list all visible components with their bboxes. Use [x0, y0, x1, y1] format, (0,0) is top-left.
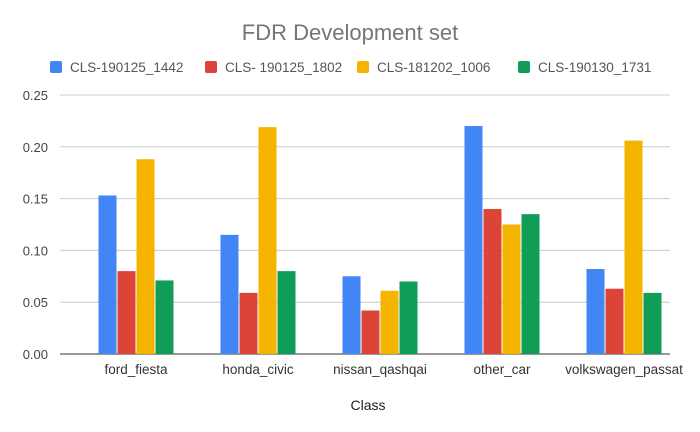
- bar-honda_civic-1: [239, 292, 258, 354]
- bar-other_car-2: [502, 224, 521, 354]
- y-tick-label: 0.10: [23, 243, 48, 258]
- bar-other_car-0: [464, 126, 483, 354]
- bar-other_car-3: [521, 214, 540, 354]
- legend-label: CLS-190130_1731: [538, 60, 651, 75]
- y-tick-label: 0.05: [23, 295, 48, 310]
- bar-honda_civic-3: [277, 271, 296, 354]
- chart-title: FDR Development set: [242, 20, 458, 45]
- bar-ford_fiesta-0: [98, 195, 117, 354]
- legend: CLS-190125_1442 CLS- 190125_1802 CLS-18120…: [50, 60, 651, 75]
- gridlines: 0.00 0.05 0.10 0.15 0.20 0.25: [23, 88, 670, 362]
- y-tick-label: 0.00: [23, 347, 48, 362]
- bar-ford_fiesta-3: [155, 280, 174, 354]
- y-tick-label: 0.25: [23, 88, 48, 103]
- x-tick-label: honda_civic: [222, 362, 294, 377]
- bar-other_car-1: [483, 208, 502, 354]
- bar-volkswagen_passat-3: [643, 292, 662, 354]
- x-tick-label: nissan_qashqai: [333, 362, 427, 377]
- legend-label: CLS-181202_1006: [377, 60, 490, 75]
- x-tick-label: other_car: [473, 362, 531, 377]
- bar-volkswagen_passat-1: [605, 288, 624, 354]
- x-tick-labels: ford_fiesta honda_civic nissan_qashqai othe…: [104, 362, 683, 377]
- bar-volkswagen_passat-0: [586, 269, 605, 354]
- bar-honda_civic-0: [220, 234, 239, 354]
- x-tick-label: ford_fiesta: [104, 362, 168, 377]
- y-tick-label: 0.15: [23, 192, 48, 207]
- bar-nissan_qashqai-0: [342, 276, 361, 354]
- legend-swatch: [357, 61, 369, 73]
- legend-swatch: [50, 61, 62, 73]
- bar-nissan_qashqai-2: [380, 290, 399, 354]
- legend-swatch: [205, 61, 217, 73]
- bars: [98, 126, 662, 354]
- legend-label: CLS-190125_1442: [70, 60, 183, 75]
- x-axis-label: Class: [350, 397, 385, 413]
- bar-ford_fiesta-1: [117, 271, 136, 354]
- legend-label: CLS- 190125_1802: [225, 60, 342, 75]
- y-tick-label: 0.20: [23, 140, 48, 155]
- bar-nissan_qashqai-3: [399, 281, 418, 354]
- bar-volkswagen_passat-2: [624, 140, 643, 354]
- bar-nissan_qashqai-1: [361, 310, 380, 354]
- legend-swatch: [518, 61, 530, 73]
- bar-honda_civic-2: [258, 127, 277, 354]
- x-tick-label: volkswagen_passat: [565, 362, 683, 377]
- bar-ford_fiesta-2: [136, 159, 155, 354]
